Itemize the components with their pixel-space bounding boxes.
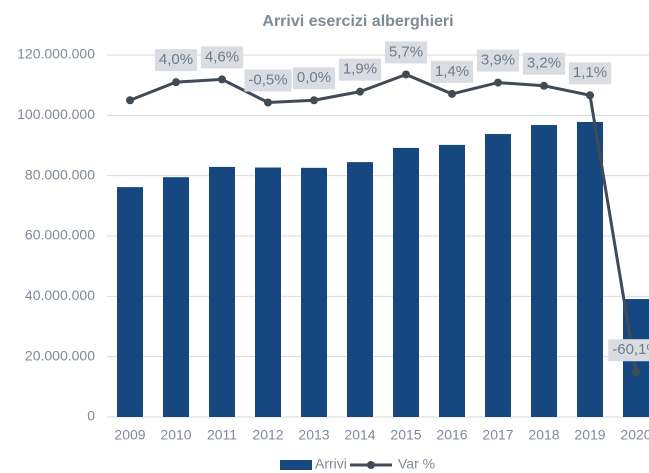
y-tick-label: 100.000.000: [17, 106, 95, 122]
data-label: -0,5%: [248, 71, 287, 88]
line-marker: [218, 75, 226, 84]
data-label: 1,9%: [343, 61, 377, 78]
data-label-bg: [200, 46, 244, 69]
bar: [485, 134, 511, 417]
line-marker: [264, 98, 272, 107]
line-marker: [126, 96, 134, 105]
data-label: 1,4%: [435, 63, 469, 80]
x-tick-label: 2012: [252, 427, 283, 443]
bar: [301, 167, 327, 417]
legend-marker: [367, 461, 375, 469]
data-label: 4,6%: [205, 48, 239, 65]
data-label-bg: [338, 58, 382, 81]
y-tick-label: 120.000.000: [17, 46, 95, 62]
x-tick-label: 2018: [528, 427, 559, 443]
line: [129, 72, 638, 373]
y-tick-label: 80.000.000: [25, 166, 95, 182]
bar: [255, 167, 281, 417]
y-tick-label: 40.000.000: [25, 287, 95, 303]
x-tick-label: 2020: [620, 427, 649, 443]
bar: [163, 177, 189, 417]
x-tick-label: 2019: [574, 427, 605, 443]
line-marker: [402, 70, 410, 79]
data-label: 5,7%: [389, 43, 423, 60]
data-label-bg: [522, 52, 566, 75]
data-label-bg: [568, 62, 612, 85]
data-label-bg: [244, 69, 292, 92]
x-tick-label: 2016: [436, 427, 467, 443]
data-label: 4,0%: [159, 51, 193, 68]
data-label-bg: [608, 339, 649, 362]
x-tick-label: 2013: [298, 427, 329, 443]
x-tick-label: 2009: [114, 427, 145, 443]
data-label-bg: [154, 49, 198, 72]
x-tick-label: 2011: [207, 427, 237, 443]
bar: [577, 121, 603, 417]
x-tick-label: 2015: [390, 427, 421, 443]
line-marker: [172, 78, 180, 87]
line-marker: [586, 91, 594, 100]
data-label-bg: [430, 60, 474, 83]
bar: [347, 162, 373, 417]
data-label: 3,2%: [527, 55, 561, 72]
data-label: 0,0%: [297, 69, 331, 86]
y-tick-label: 20.000.000: [25, 347, 95, 363]
bar: [117, 187, 143, 417]
bar: [209, 166, 235, 417]
line-marker: [448, 89, 456, 98]
legend-label: Var %: [398, 456, 435, 472]
line-marker: [356, 87, 364, 96]
x-tick-label: 2017: [482, 427, 513, 443]
data-label-bg: [292, 67, 336, 90]
bar: [393, 147, 419, 417]
data-label-bg: [384, 41, 428, 64]
y-tick-label: 60.000.000: [25, 227, 95, 243]
data-label: 1,1%: [573, 64, 607, 81]
y-tick-label: 0: [87, 408, 95, 424]
legend-swatch: [280, 460, 312, 470]
line-marker: [310, 96, 318, 105]
bar: [439, 144, 465, 417]
bar: [531, 124, 557, 417]
x-tick-label: 2010: [160, 427, 191, 443]
x-tick-label: 2014: [344, 427, 375, 443]
data-label: 3,9%: [481, 52, 515, 69]
line-marker: [632, 368, 640, 377]
legend-label: Arrivi: [315, 456, 347, 472]
data-label-bg: [476, 49, 520, 72]
line-marker: [494, 78, 502, 87]
chart-title: Arrivi esercizi alberghieri: [262, 13, 453, 30]
line-marker: [540, 81, 548, 90]
data-label: -60,1%: [612, 341, 649, 358]
